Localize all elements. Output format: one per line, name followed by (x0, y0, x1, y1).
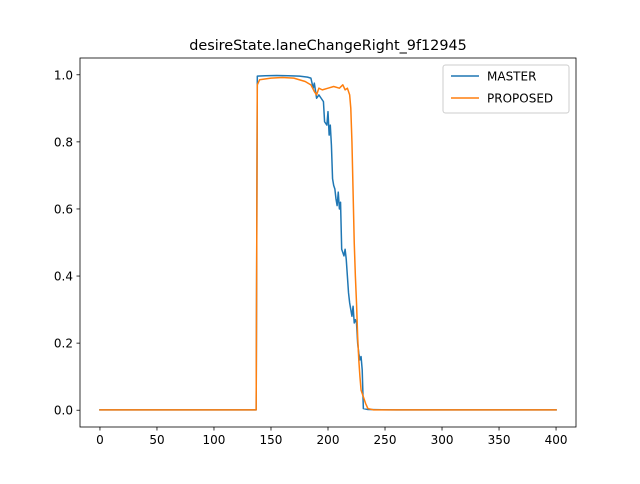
series-line-proposed (99, 76, 557, 411)
x-tick-label: 150 (260, 433, 283, 447)
x-tick-label: 400 (545, 433, 568, 447)
legend-box (442, 64, 570, 114)
x-tick-label: 300 (431, 433, 454, 447)
y-tick-label: 0.6 (54, 202, 73, 216)
axes-layer: 0 50 100 150 200 250 300 350 400 0.0 0.2 0.4 0.6 0.8 1… (54, 57, 577, 447)
x-tick-label: 250 (374, 433, 397, 447)
x-tick-label: 50 (149, 433, 164, 447)
chart-title: desireState.laneChangeRight_9f12945 (189, 38, 467, 54)
x-tick-label: 0 (96, 433, 104, 447)
x-tick-label: 350 (488, 433, 511, 447)
x-tick-label: 200 (317, 433, 340, 447)
legend-label-master: MASTER (487, 70, 536, 84)
legend: MASTER PROPOSED (442, 64, 570, 114)
y-tick-label: 0.4 (54, 270, 73, 284)
y-tick-label: 0.0 (54, 404, 73, 418)
legend-label-proposed: PROPOSED (487, 92, 553, 106)
y-tick-label: 1.0 (54, 68, 73, 82)
y-tick-label: 0.8 (54, 135, 73, 149)
y-tick-label: 0.2 (54, 337, 73, 351)
series-layer (99, 74, 557, 411)
x-tick-label: 100 (203, 433, 226, 447)
